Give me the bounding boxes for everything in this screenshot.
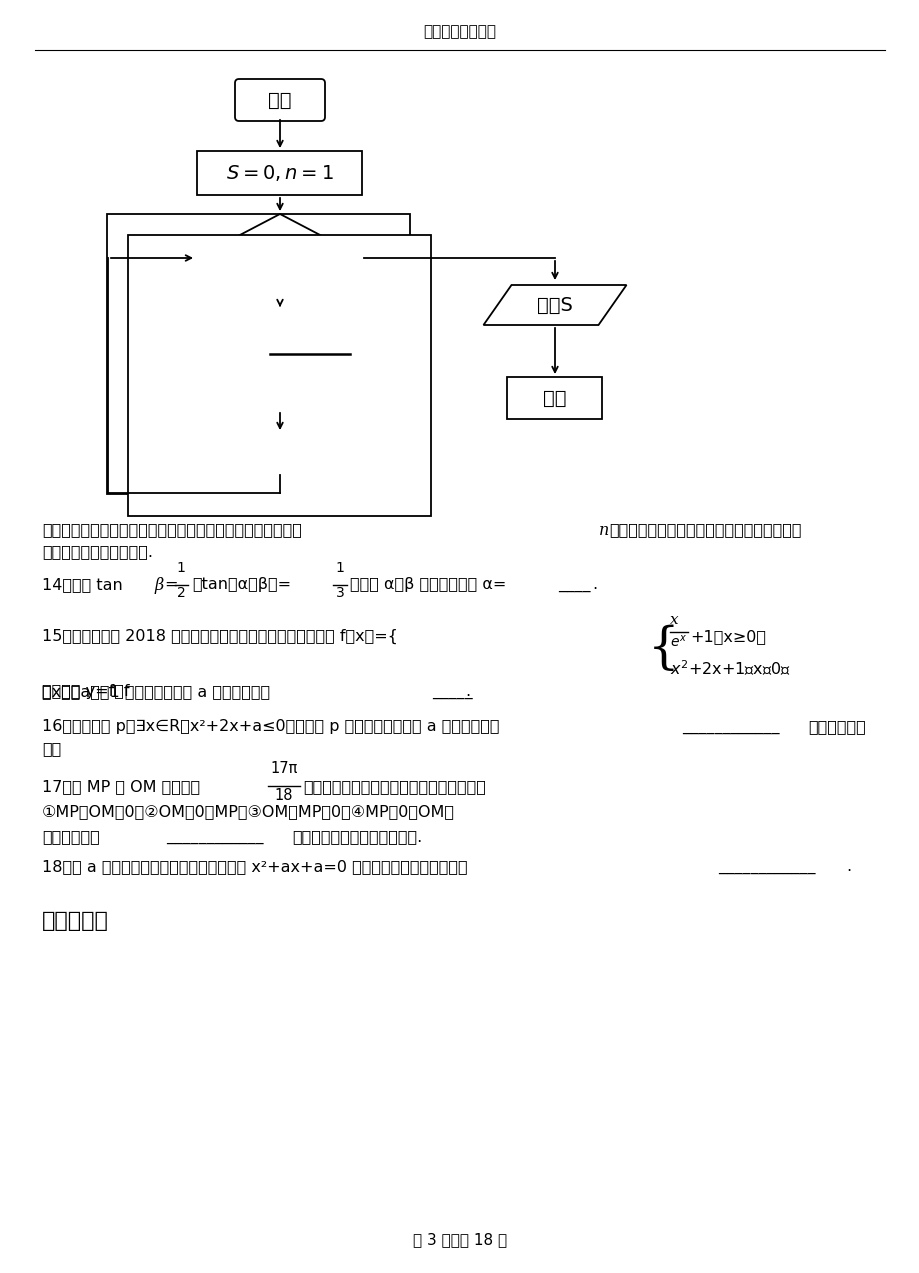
Text: 18: 18 xyxy=(275,788,293,803)
Text: 2: 2 xyxy=(176,586,185,600)
Text: 否: 否 xyxy=(368,242,378,260)
Text: 精选高中模拟试卷: 精选高中模拟试卷 xyxy=(423,24,496,39)
Text: {: { xyxy=(647,624,679,673)
Text: ，tan（α－β）=: ，tan（α－β）= xyxy=(192,577,290,592)
Text: 1: 1 xyxy=(335,561,344,575)
Text: 17π: 17π xyxy=(270,761,298,777)
Text: $S=S+$: $S=S+$ xyxy=(183,350,252,369)
Text: ____: ____ xyxy=(558,577,590,592)
Text: ____________: ____________ xyxy=(717,859,814,875)
Text: β: β xyxy=(154,577,165,594)
Text: 结束: 结束 xyxy=(542,388,566,407)
FancyBboxPatch shape xyxy=(129,236,431,516)
Text: ①MP＜OM＜0；②OM＜0＜MP；③OM＜MP＜0；④MP＜0＜OM，: ①MP＜OM＜0；②OM＜0＜MP；③OM＜MP＜0；④MP＜0＜OM， xyxy=(42,805,455,819)
Text: 是: 是 xyxy=(286,308,296,326)
Text: 示）: 示） xyxy=(42,741,62,756)
FancyBboxPatch shape xyxy=(151,311,409,410)
Text: $x^2$+2x+1（x＜0）: $x^2$+2x+1（x＜0） xyxy=(669,659,790,679)
Text: ____________: ____________ xyxy=(165,829,263,844)
Text: n: n xyxy=(598,522,608,538)
Text: =: = xyxy=(164,577,177,592)
Text: .: . xyxy=(591,577,596,592)
Text: ，若函数 y=f（f: ，若函数 y=f（f xyxy=(42,684,130,699)
Text: .: . xyxy=(845,859,850,875)
Text: 2: 2 xyxy=(300,314,316,339)
Text: 1: 1 xyxy=(176,561,186,575)
Text: $S=0,n=1$: $S=0,n=1$ xyxy=(226,163,334,183)
Text: 项和相互联系，突出对逻辑判断及基本运算能: 项和相互联系，突出对逻辑判断及基本运算能 xyxy=(608,522,800,537)
Text: $n≤1008$: $n≤1008$ xyxy=(240,248,319,267)
Text: 17．设 MP 和 OM 分别是角: 17．设 MP 和 OM 分别是角 xyxy=(42,779,200,794)
Text: 的正弦线和余弦线，则给出的以下不等式：: 的正弦线和余弦线，则给出的以下不等式： xyxy=(302,779,485,794)
Text: ____________: ____________ xyxy=(681,719,778,735)
Text: 三、解答题: 三、解答题 xyxy=(42,911,108,931)
Text: 16．已知命题 p：∃x∈R，x²+2x+a≤0，若命题 p 是假命题，则实数 a 的取值范围是: 16．已知命题 p：∃x∈R，x²+2x+a≤0，若命题 p 是假命题，则实数 … xyxy=(42,719,499,735)
Text: .: . xyxy=(464,684,470,699)
Text: 开始: 开始 xyxy=(268,90,291,109)
Text: 输出S: 输出S xyxy=(537,295,573,314)
Text: $e^x$: $e^x$ xyxy=(669,634,686,651)
Text: _____: _____ xyxy=(432,684,472,699)
Text: $n=n+1$: $n=n+1$ xyxy=(237,446,323,465)
Text: 15．【盐城中学 2018 届高三上第一次阶段性考试】已知函数 f（x）={: 15．【盐城中学 2018 届高三上第一次阶段性考试】已知函数 f（x）={ xyxy=(42,629,397,644)
Text: ．（用区间表: ．（用区间表 xyxy=(807,719,865,735)
Polygon shape xyxy=(483,285,626,325)
Text: ，其中 α，β 均为锐角，则 α=: ，其中 α，β 均为锐角，则 α= xyxy=(349,577,505,592)
FancyBboxPatch shape xyxy=(507,377,602,419)
Text: 第 3 页，共 18 页: 第 3 页，共 18 页 xyxy=(413,1232,506,1248)
Text: 18．设 a 抛掷一枚骰子得到的点数，则方程 x²+ax+a=0 有两个不等实数根的概率为: 18．设 a 抛掷一枚骰子得到的点数，则方程 x²+ax+a=0 有两个不等实数… xyxy=(42,859,467,875)
Text: 其中正确的是: 其中正确的是 xyxy=(42,829,99,844)
Polygon shape xyxy=(196,214,364,302)
Text: $(2n-1)(2n+1)$: $(2n-1)(2n+1)$ xyxy=(239,362,380,382)
Text: （把所有正确的序号都填上）.: （把所有正确的序号都填上）. xyxy=(291,829,422,844)
Text: 力的综合考查，难度中等.: 力的综合考查，难度中等. xyxy=(42,544,153,559)
Text: +1（x≥0）: +1（x≥0） xyxy=(689,629,766,644)
Text: 3: 3 xyxy=(335,586,344,600)
FancyBboxPatch shape xyxy=(198,151,362,195)
FancyBboxPatch shape xyxy=(208,435,352,475)
Text: x: x xyxy=(669,614,678,628)
FancyBboxPatch shape xyxy=(234,79,324,121)
Text: 14．已知 tan: 14．已知 tan xyxy=(42,577,122,592)
Text: 【命题意图】本题考查程序框图功能的识别，并且与数列的前: 【命题意图】本题考查程序框图功能的识别，并且与数列的前 xyxy=(42,522,301,537)
Text: （x）－a）－1 有三个零点，则 a 的取值范围是: （x）－a）－1 有三个零点，则 a 的取值范围是 xyxy=(42,684,270,699)
